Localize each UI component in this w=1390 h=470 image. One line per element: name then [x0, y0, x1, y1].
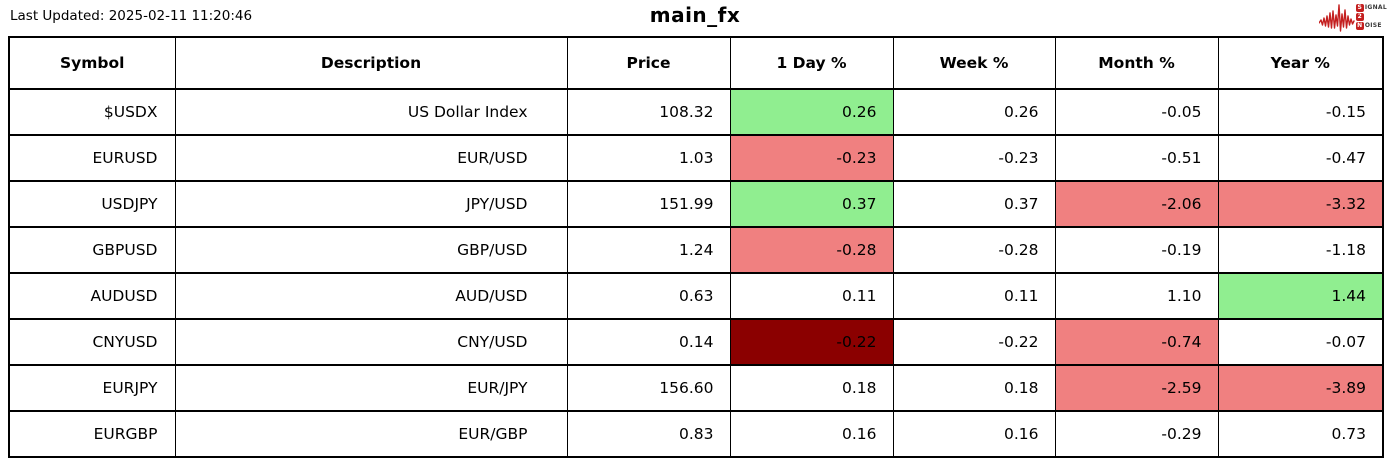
cell-description: CNY/USD: [174, 318, 568, 366]
cell-symbol: EURUSD: [8, 134, 176, 182]
cell-1day: -0.28: [729, 226, 894, 274]
cell-month: -0.51: [1054, 134, 1219, 182]
cell-symbol: $USDX: [8, 88, 176, 136]
table-row: AUDUSD AUD/USD 0.63 0.11 0.11 1.10 1.44: [8, 272, 1384, 320]
cell-description: US Dollar Index: [174, 88, 568, 136]
logo-signal-label: IGNAL: [1364, 4, 1387, 11]
cell-symbol: AUDUSD: [8, 272, 176, 320]
cell-symbol: EURJPY: [8, 364, 176, 412]
cell-price: 0.63: [566, 272, 731, 320]
fx-table: Symbol Description Price 1 Day % Week % …: [8, 36, 1384, 458]
waveform-icon: [1318, 4, 1355, 32]
cell-week: -0.23: [892, 134, 1056, 182]
cell-year: -0.15: [1217, 88, 1384, 136]
fx-table-body: $USDX US Dollar Index 108.32 0.26 0.26 -0.05-…: [8, 88, 1384, 458]
signal2noise-logo: S IGNAL 2 N OISE: [1318, 2, 1387, 32]
cell-1day: 0.16: [729, 410, 894, 458]
cell-1day: 0.37: [729, 180, 894, 228]
cell-month: -2.59: [1054, 364, 1219, 412]
cell-description: JPY/USD: [174, 180, 568, 228]
cell-description: AUD/USD: [174, 272, 568, 320]
top-bar: Last Updated: 2025-02-11 11:20:46 main_f…: [0, 0, 1390, 36]
cell-week: 0.11: [892, 272, 1056, 320]
cell-year: -0.07: [1217, 318, 1384, 366]
cell-description: EUR/JPY: [174, 364, 568, 412]
cell-price: 1.03: [566, 134, 731, 182]
cell-week: -0.28: [892, 226, 1056, 274]
cell-price: 0.83: [566, 410, 731, 458]
col-header-1day: 1 Day %: [729, 36, 894, 90]
logo-box-n: N: [1355, 22, 1364, 30]
logo-line-noise: N OISE: [1355, 22, 1387, 30]
cell-year: -3.32: [1217, 180, 1384, 228]
logo-line-signal: S IGNAL: [1355, 4, 1387, 12]
table-row: GBPUSD GBP/USD 1.24 -0.28 -0.28 -0.19 -1.18: [8, 226, 1384, 274]
cell-price: 1.24: [566, 226, 731, 274]
header-row: Symbol Description Price 1 Day % Week % …: [8, 36, 1384, 90]
logo-box-s: S: [1355, 4, 1364, 12]
table-row: EURUSD EUR/USD 1.03 -0.23 -0.23 -0.51 -0.47: [8, 134, 1384, 182]
cell-symbol: USDJPY: [8, 180, 176, 228]
cell-week: 0.18: [892, 364, 1056, 412]
cell-month: -0.05: [1054, 88, 1219, 136]
cell-price: 151.99: [566, 180, 731, 228]
cell-year: -3.89: [1217, 364, 1384, 412]
cell-1day: 0.11: [729, 272, 894, 320]
col-header-description: Description: [174, 36, 568, 90]
cell-symbol: EURGBP: [8, 410, 176, 458]
cell-1day: -0.23: [729, 134, 894, 182]
cell-symbol: GBPUSD: [8, 226, 176, 274]
cell-week: 0.37: [892, 180, 1056, 228]
cell-month: -0.29: [1054, 410, 1219, 458]
cell-price: 156.60: [566, 364, 731, 412]
logo-box-2: 2: [1355, 13, 1364, 21]
cell-description: GBP/USD: [174, 226, 568, 274]
col-header-price: Price: [566, 36, 731, 90]
col-header-week: Week %: [892, 36, 1056, 90]
cell-year: -1.18: [1217, 226, 1384, 274]
cell-symbol: CNYUSD: [8, 318, 176, 366]
table-row: USDJPY JPY/USD 151.99 0.37 0.37 -2.06 -3.32: [8, 180, 1384, 228]
logo-line-2: 2: [1355, 13, 1387, 21]
cell-week: 0.26: [892, 88, 1056, 136]
page-title: main_fx: [649, 3, 741, 27]
cell-month: -0.74: [1054, 318, 1219, 366]
logo-noise-label: OISE: [1364, 22, 1382, 29]
col-header-month: Month %: [1054, 36, 1219, 90]
cell-year: 1.44: [1217, 272, 1384, 320]
cell-year: 0.73: [1217, 410, 1384, 458]
last-updated-text: Last Updated: 2025-02-11 11:20:46: [10, 8, 253, 24]
cell-1day: -0.22: [729, 318, 894, 366]
table-row: EURGBP EUR/GBP 0.83 0.16 0.16 -0.29 0.73: [8, 410, 1384, 458]
cell-1day: 0.26: [729, 88, 894, 136]
cell-month: -2.06: [1054, 180, 1219, 228]
cell-description: EUR/GBP: [174, 410, 568, 458]
table-row: CNYUSD CNY/USD 0.14 -0.22 -0.22 -0.74 -0.07: [8, 318, 1384, 366]
col-header-symbol: Symbol: [8, 36, 176, 90]
cell-price: 108.32: [566, 88, 731, 136]
fx-table-header: Symbol Description Price 1 Day % Week % …: [8, 36, 1384, 90]
cell-week: 0.16: [892, 410, 1056, 458]
cell-month: -0.19: [1054, 226, 1219, 274]
col-header-year: Year %: [1217, 36, 1384, 90]
table-row: EURJPY EUR/JPY 156.60 0.18 0.18 -2.59 -3.89: [8, 364, 1384, 412]
table-row: $USDX US Dollar Index 108.32 0.26 0.26 -0.05-…: [8, 88, 1384, 136]
cell-year: -0.47: [1217, 134, 1384, 182]
cell-month: 1.10: [1054, 272, 1219, 320]
cell-1day: 0.18: [729, 364, 894, 412]
cell-description: EUR/USD: [174, 134, 568, 182]
logo-text: S IGNAL 2 N OISE: [1355, 4, 1387, 30]
cell-price: 0.14: [566, 318, 731, 366]
cell-week: -0.22: [892, 318, 1056, 366]
